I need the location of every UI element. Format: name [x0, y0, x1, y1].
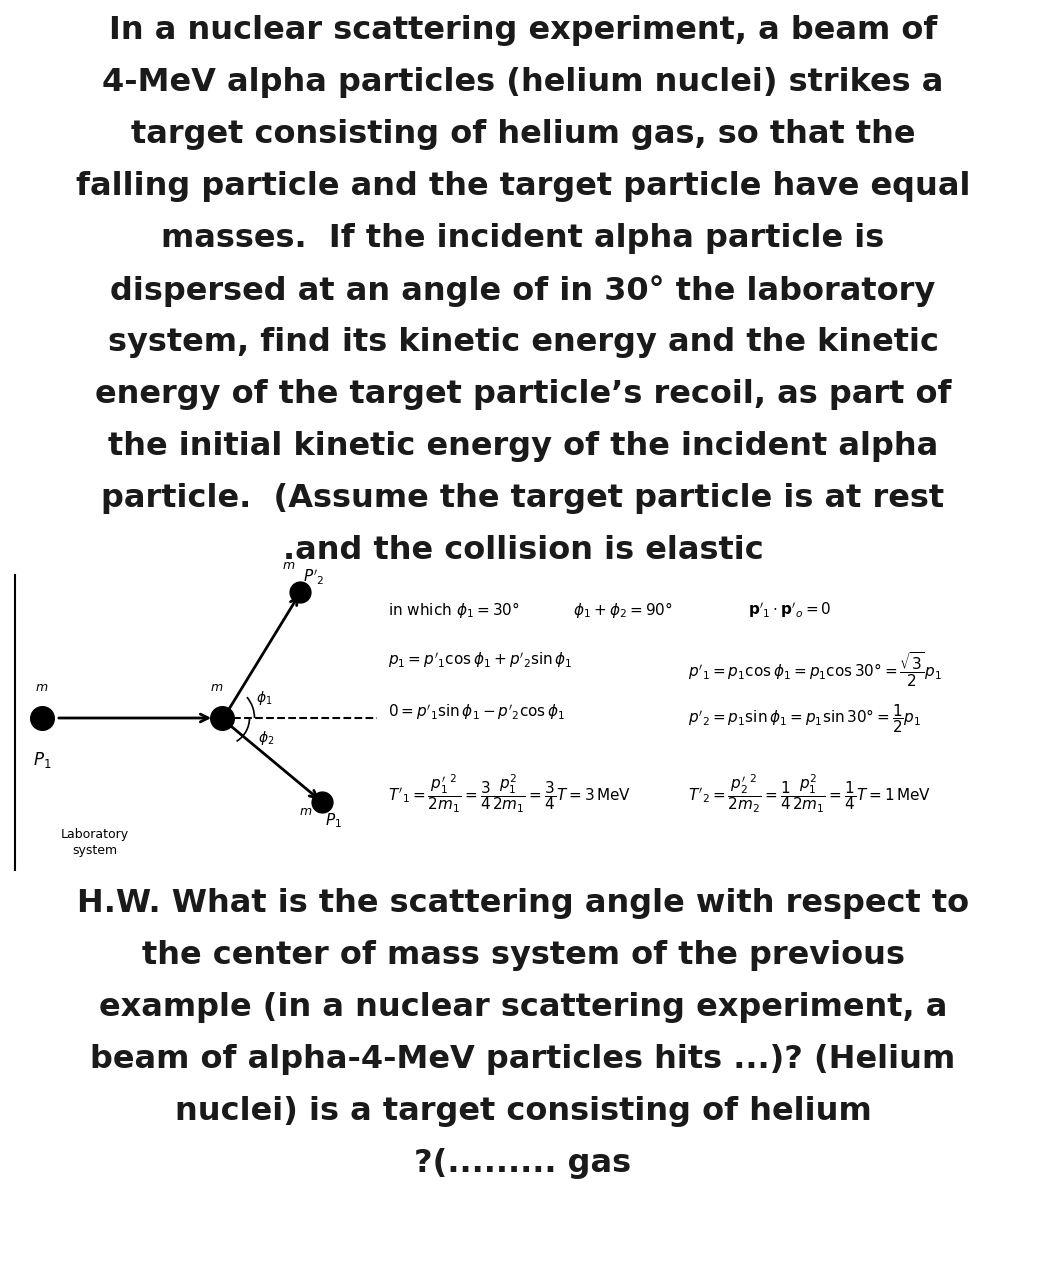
- Text: $\phi_2$: $\phi_2$: [258, 730, 274, 748]
- Text: target consisting of helium gas, so that the: target consisting of helium gas, so that…: [131, 119, 915, 150]
- Text: m: m: [282, 559, 295, 572]
- Text: nuclei) is a target consisting of helium: nuclei) is a target consisting of helium: [175, 1096, 871, 1126]
- Text: the initial kinetic energy of the incident alpha: the initial kinetic energy of the incide…: [108, 431, 938, 462]
- Text: $\mathbf{p}'_1 \cdot \mathbf{p}'_o = 0$: $\mathbf{p}'_1 \cdot \mathbf{p}'_o = 0$: [748, 600, 832, 620]
- Text: particle.  (Assume the target particle is at rest: particle. (Assume the target particle is…: [101, 483, 945, 515]
- Text: .and the collision is elastic: .and the collision is elastic: [282, 535, 764, 566]
- Text: ?(......... gas: ?(......... gas: [414, 1148, 632, 1179]
- Text: $\phi_1$: $\phi_1$: [256, 689, 272, 707]
- Text: $P'_2$: $P'_2$: [303, 568, 325, 588]
- Text: m: m: [211, 681, 223, 694]
- Text: $T'_1 = \dfrac{p_1'^{\,2}}{2m_1} = \dfrac{3}{4} \dfrac{p_1^2}{2m_1} = \dfrac{3}{: $T'_1 = \dfrac{p_1'^{\,2}}{2m_1} = \dfra…: [388, 772, 631, 814]
- Text: $P_1$: $P_1$: [324, 812, 341, 831]
- Text: m: m: [299, 805, 312, 818]
- Text: in which $\phi_1 = 30°$: in which $\phi_1 = 30°$: [388, 600, 520, 620]
- Text: masses.  If the incident alpha particle is: masses. If the incident alpha particle i…: [161, 223, 885, 253]
- Text: falling particle and the target particle have equal: falling particle and the target particle…: [75, 172, 971, 202]
- Text: m: m: [36, 681, 48, 694]
- Text: $p'_2 = p_1 \sin\phi_1 = p_1 \sin 30° = \dfrac{1}{2} p_1$: $p'_2 = p_1 \sin\phi_1 = p_1 \sin 30° = …: [688, 701, 922, 735]
- Text: Laboratory: Laboratory: [61, 828, 129, 841]
- Text: $\phi_1 + \phi_2 = 90°$: $\phi_1 + \phi_2 = 90°$: [573, 600, 673, 620]
- Text: energy of the target particle’s recoil, as part of: energy of the target particle’s recoil, …: [95, 379, 951, 410]
- Text: $p_1 = p'_1 \cos\phi_1 + p'_2 \sin\phi_1$: $p_1 = p'_1 \cos\phi_1 + p'_2 \sin\phi_1…: [388, 650, 572, 669]
- Text: In a nuclear scattering experiment, a beam of: In a nuclear scattering experiment, a be…: [109, 15, 937, 46]
- Text: $P_1$: $P_1$: [32, 750, 51, 771]
- Text: beam of alpha-4-MeV particles hits ...)? (Helium: beam of alpha-4-MeV particles hits ...)?…: [90, 1044, 956, 1075]
- Text: system, find its kinetic energy and the kinetic: system, find its kinetic energy and the …: [108, 326, 938, 358]
- Text: the center of mass system of the previous: the center of mass system of the previou…: [141, 940, 905, 972]
- Text: $T'_2 = \dfrac{p_2'^{\,2}}{2m_2} = \dfrac{1}{4} \dfrac{p_1^2}{2m_1} = \dfrac{1}{: $T'_2 = \dfrac{p_2'^{\,2}}{2m_2} = \dfra…: [688, 772, 931, 814]
- Text: dispersed at an angle of in 30° the laboratory: dispersed at an angle of in 30° the labo…: [111, 275, 935, 307]
- Text: $p'_1 = p_1 \cos\phi_1 = p_1 \cos 30° = \dfrac{\sqrt{3}}{2} p_1$: $p'_1 = p_1 \cos\phi_1 = p_1 \cos 30° = …: [688, 650, 942, 689]
- Text: example (in a nuclear scattering experiment, a: example (in a nuclear scattering experim…: [98, 992, 948, 1023]
- Text: 4-MeV alpha particles (helium nuclei) strikes a: 4-MeV alpha particles (helium nuclei) st…: [103, 67, 943, 99]
- Text: system: system: [72, 844, 117, 858]
- Text: H.W. What is the scattering angle with respect to: H.W. What is the scattering angle with r…: [77, 888, 969, 919]
- Text: $0 = p'_1 \sin\phi_1 - p'_2 \cos\phi_1$: $0 = p'_1 \sin\phi_1 - p'_2 \cos\phi_1$: [388, 701, 565, 722]
